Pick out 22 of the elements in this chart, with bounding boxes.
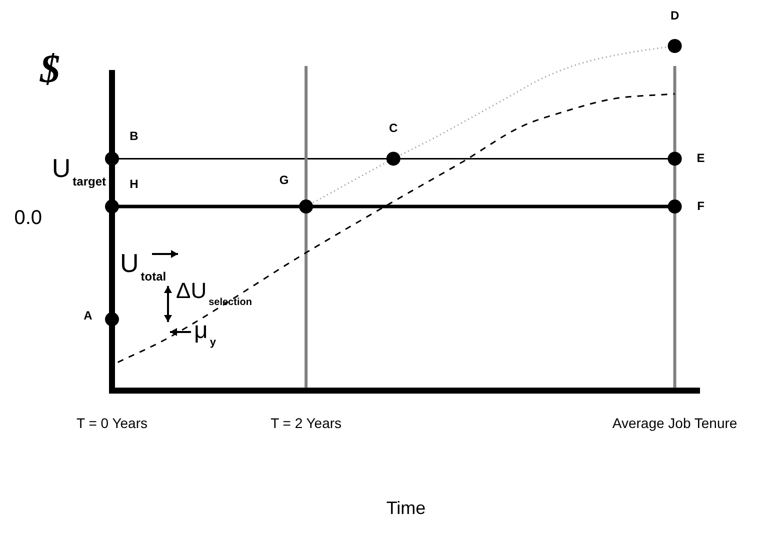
annotation: C (389, 121, 398, 136)
y-axis-title: $ (39, 46, 60, 91)
point (105, 152, 119, 166)
annotation: G (279, 172, 289, 187)
annotation: H (130, 176, 138, 191)
x-tick-label: T = 2 Years (270, 414, 342, 431)
point (668, 39, 682, 53)
point (105, 200, 119, 214)
point (668, 200, 682, 214)
annotation: F (697, 198, 704, 213)
point (105, 312, 119, 326)
annotation: D (670, 8, 680, 22)
point (668, 152, 682, 166)
annotation: B (130, 129, 139, 144)
point (299, 200, 314, 214)
x-tick-label: Average Job Tenure (612, 414, 738, 431)
x-tick-label: T = 0 Years (76, 414, 148, 431)
text: 0.0 (14, 207, 42, 229)
x-axis-title: Time (386, 498, 426, 518)
point (386, 152, 400, 166)
annotation: E (696, 151, 705, 166)
annotation: A (84, 308, 93, 323)
